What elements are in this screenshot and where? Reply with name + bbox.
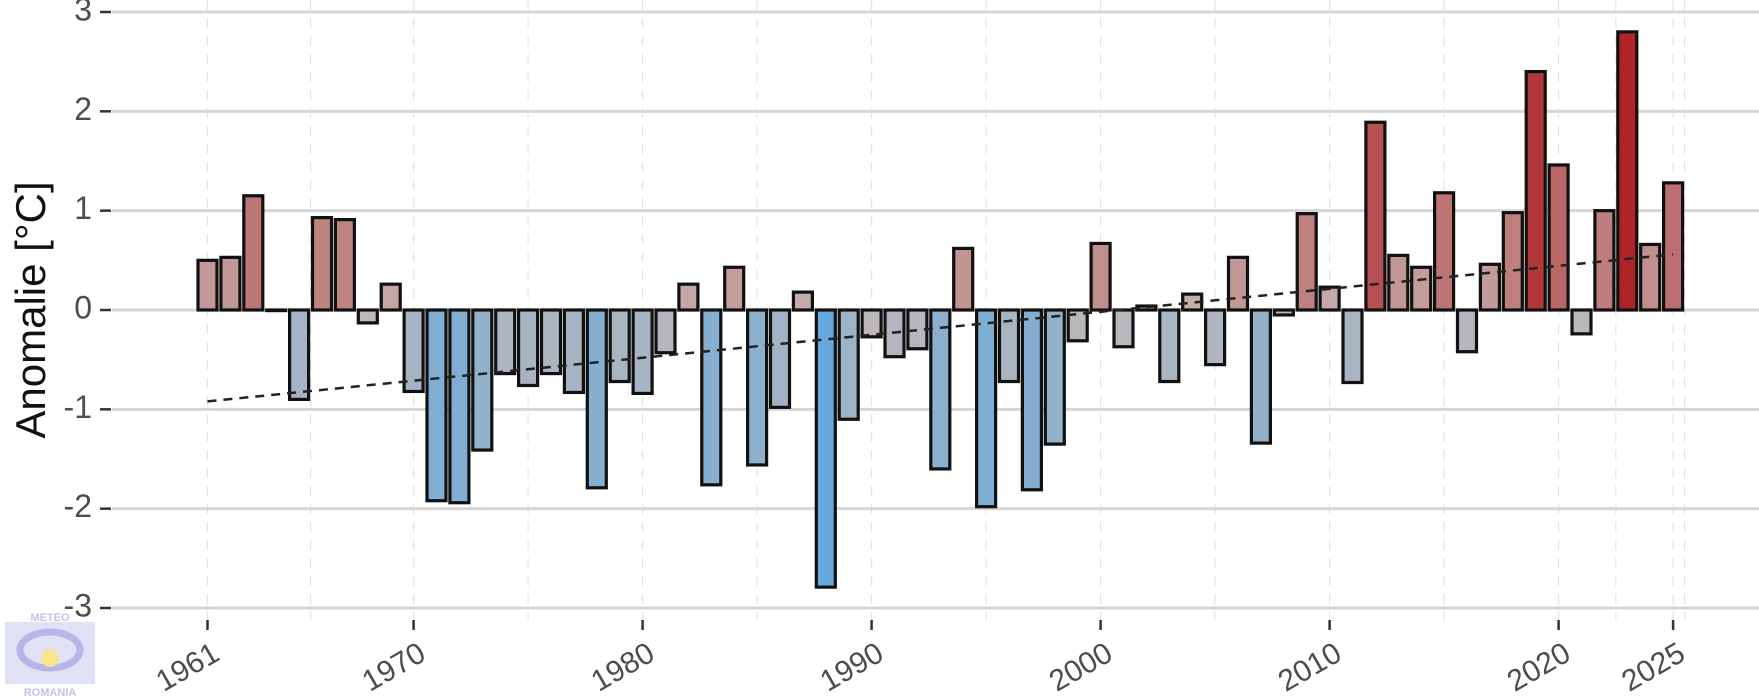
bar-1998 xyxy=(1043,308,1066,446)
y-tick-label: 2 xyxy=(74,91,92,127)
bar-2024 xyxy=(1639,242,1662,312)
bar-2025 xyxy=(1661,181,1685,312)
x-tick-label: 2020 xyxy=(1502,636,1576,698)
trend-line-group xyxy=(207,253,1674,403)
bar-2003 xyxy=(1158,308,1181,384)
y-tick-label: -2 xyxy=(64,488,92,524)
bar-1993 xyxy=(929,308,952,471)
bar-2000 xyxy=(1089,241,1112,312)
bar-1987 xyxy=(791,290,815,312)
x-tick-label: 2000 xyxy=(1044,636,1118,698)
x-tick-label: 1961 xyxy=(151,636,225,698)
logo-bottom-text: ROMANIA xyxy=(24,687,77,698)
trend-line xyxy=(207,253,1674,403)
x-tick-label: 1970 xyxy=(357,636,431,698)
y-tick-label: -3 xyxy=(64,587,92,623)
x-tick-label: 2025 xyxy=(1616,636,1690,698)
bar-1961 xyxy=(196,258,219,312)
bar-1973 xyxy=(471,308,494,452)
meteo-romania-logo: METEO ROMANIA xyxy=(5,612,95,698)
y-tick-label: -1 xyxy=(64,389,92,425)
x-tick-label: 1980 xyxy=(586,636,660,698)
logo-ring xyxy=(16,628,84,672)
bar-2016 xyxy=(1455,308,1479,354)
bar-2023 xyxy=(1616,30,1639,312)
bar-1978 xyxy=(585,308,608,490)
bar-2011 xyxy=(1341,308,1364,385)
bar-2008 xyxy=(1272,308,1295,317)
bars-group xyxy=(196,30,1685,589)
bar-2014 xyxy=(1410,265,1433,312)
bar-2012 xyxy=(1364,120,1387,312)
bar-1967 xyxy=(333,218,356,312)
bar-1974 xyxy=(494,308,517,376)
bar-1963 xyxy=(242,194,265,312)
bar-1981 xyxy=(654,308,677,355)
bar-2015 xyxy=(1432,191,1456,312)
bar-1994 xyxy=(952,246,975,312)
bar-1966 xyxy=(310,216,334,312)
bar-2019 xyxy=(1524,69,1547,312)
logo-top-text: METEO xyxy=(30,612,70,624)
bar-1970 xyxy=(402,308,425,394)
bar-1990 xyxy=(860,308,883,339)
bar-1972 xyxy=(448,308,471,505)
bar-1988 xyxy=(814,308,837,589)
x-tick-label: 2010 xyxy=(1273,636,1347,698)
bar-2020 xyxy=(1547,163,1570,312)
bar-1999 xyxy=(1066,308,1089,343)
bar-1975 xyxy=(516,308,540,388)
y-axis: 3 2 1 0 -1 -2 -3 xyxy=(64,0,111,623)
bar-1983 xyxy=(700,308,723,487)
bar-1979 xyxy=(608,308,631,384)
bar-1971 xyxy=(425,308,448,503)
bar-1980 xyxy=(631,308,654,396)
x-tick-label: 1990 xyxy=(815,636,889,698)
bar-2007 xyxy=(1249,308,1273,445)
y-tick-label: 0 xyxy=(74,289,92,325)
bar-1986 xyxy=(768,308,792,409)
bar-2018 xyxy=(1501,211,1524,312)
bar-1962 xyxy=(219,255,242,312)
bar-1996 xyxy=(997,308,1021,384)
bar-1982 xyxy=(677,282,700,312)
bar-1977 xyxy=(562,308,586,395)
y-tick-label: 1 xyxy=(74,190,92,226)
logo-sun xyxy=(41,649,59,667)
bar-1989 xyxy=(837,308,860,421)
bar-1995 xyxy=(974,308,998,509)
bar-2009 xyxy=(1295,212,1318,312)
bar-2006 xyxy=(1226,255,1250,312)
bar-1965 xyxy=(288,308,311,402)
bar-1969 xyxy=(379,282,402,312)
x-axis: 1961 1970 1980 1990 2000 2010 2020 2025 xyxy=(151,620,1691,698)
y-tick-label: 3 xyxy=(74,0,92,27)
bar-1976 xyxy=(539,308,563,376)
bar-1997 xyxy=(1020,308,1044,492)
bar-2001 xyxy=(1112,308,1135,349)
bar-1984 xyxy=(723,265,746,312)
bar-2017 xyxy=(1478,262,1502,312)
bar-1964 xyxy=(265,308,288,313)
bar-1968 xyxy=(356,308,379,325)
bar-2005 xyxy=(1203,308,1227,367)
bar-1985 xyxy=(745,308,769,467)
bar-2021 xyxy=(1570,308,1593,336)
y-axis-label: Anomalie [°C] xyxy=(7,181,54,438)
bar-2010 xyxy=(1318,285,1341,312)
